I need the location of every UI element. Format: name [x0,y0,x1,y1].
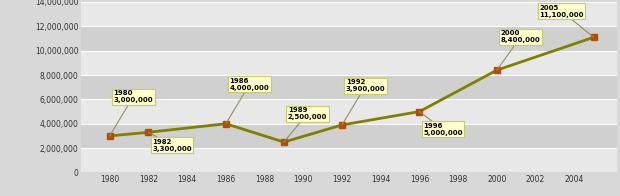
Text: 1980
3,000,000: 1980 3,000,000 [110,90,153,136]
Bar [81,148,617,172]
Text: 1996
5,000,000: 1996 5,000,000 [419,112,463,136]
Text: 1992
3,900,000: 1992 3,900,000 [342,79,386,125]
Bar [81,51,617,75]
Bar [81,2,617,26]
Bar [81,99,617,124]
Text: 2000
8,400,000: 2000 8,400,000 [497,30,541,70]
Text: 1986
4,000,000: 1986 4,000,000 [226,78,270,124]
Text: 1989
2,500,000: 1989 2,500,000 [284,107,327,142]
Text: 2005
11,100,000: 2005 11,100,000 [539,5,594,37]
Bar [81,26,617,51]
Text: 1982
3,300,000: 1982 3,300,000 [148,132,192,152]
Bar [81,124,617,148]
Bar [81,75,617,99]
